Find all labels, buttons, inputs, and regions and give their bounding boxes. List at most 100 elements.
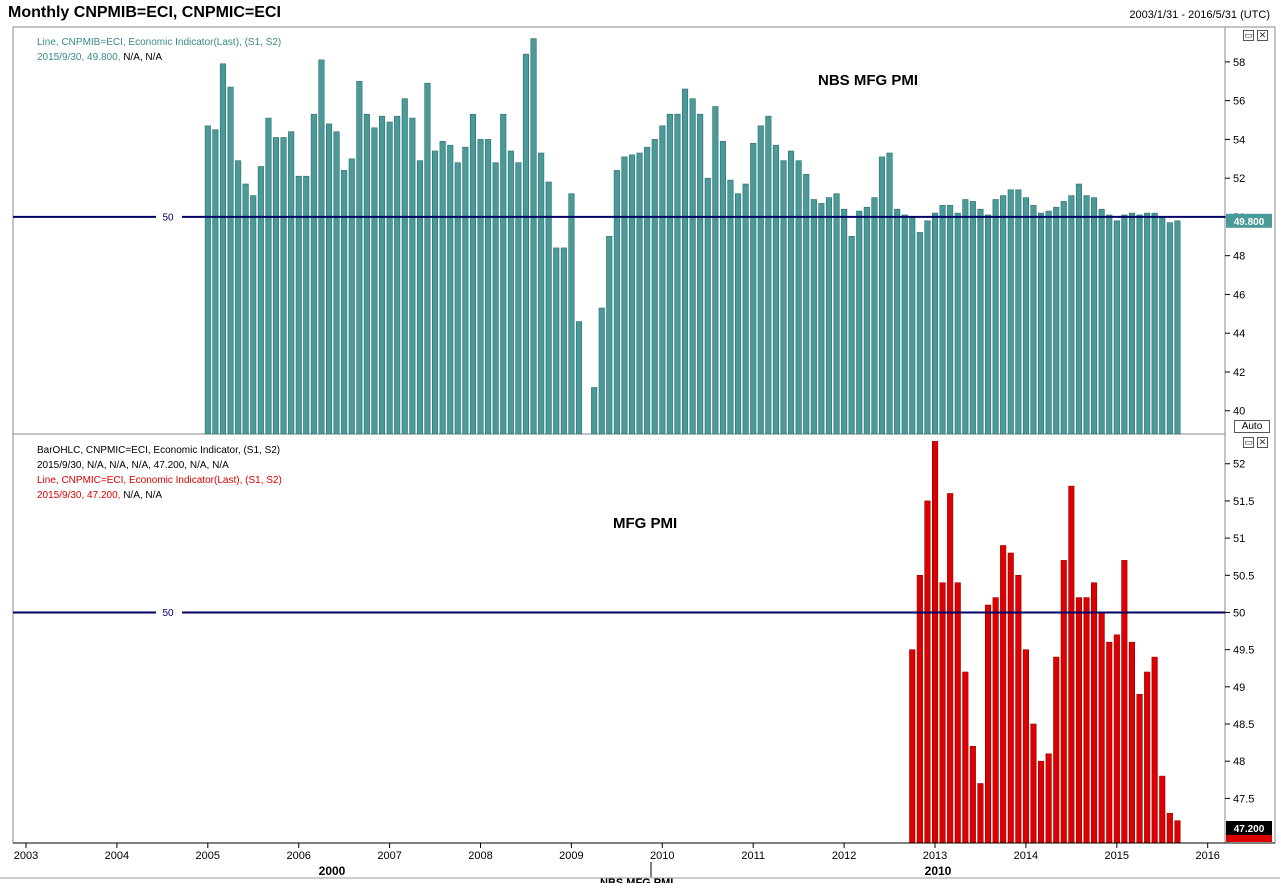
bottom-bar (954, 582, 961, 844)
bottom-legend-na: N/A, N/A (123, 490, 163, 501)
bottom-bar (1113, 634, 1120, 844)
top-bar (250, 195, 257, 435)
bottom-bar (977, 783, 984, 844)
x-tick-label: 2006 (286, 850, 310, 862)
top-bar (863, 206, 870, 435)
x-tick-label: 2011 (741, 850, 765, 862)
bottom-bar (1022, 649, 1030, 844)
top-bar (1144, 212, 1151, 435)
x-tick-label: 2012 (832, 850, 856, 862)
top-bar (689, 98, 696, 435)
top-y-tick-label: 56 (1233, 96, 1245, 108)
top-bar (538, 152, 545, 435)
bottom-bar (1174, 820, 1181, 844)
x-tick-label: 2016 (1195, 850, 1219, 862)
top-bar (901, 214, 908, 435)
top-bar (719, 141, 727, 435)
top-bar (704, 177, 711, 435)
top-bar (1128, 212, 1135, 435)
top-bar (924, 220, 931, 435)
top-bar (227, 86, 234, 435)
top-legend-series: Line, CNPMIB=ECI, Economic Indicator(Las… (37, 37, 282, 48)
top-bar (750, 143, 757, 435)
bottom-y-tick-label: 49 (1233, 682, 1245, 694)
top-bar (325, 123, 333, 435)
top-y-tick-label: 52 (1233, 173, 1245, 185)
bottom-pane-close-button[interactable]: ✕ (1257, 437, 1268, 448)
top-bar (992, 199, 999, 435)
top-bar (787, 150, 795, 435)
top-last-value-badge (1226, 213, 1272, 228)
bottom-bar (1015, 574, 1022, 844)
bottom-cut-label: NBS MFG PMI (600, 877, 674, 883)
bottom-last-value-badge (1226, 821, 1272, 835)
bottom-y-tick-label: 50.5 (1233, 570, 1254, 582)
top-bar (1015, 189, 1022, 435)
bottom-pane-restore-button[interactable]: ▭ (1243, 437, 1254, 448)
auto-scale-button[interactable]: Auto (1234, 420, 1270, 433)
top-bar (598, 307, 605, 435)
top-bar (772, 144, 780, 435)
top-legend: Line, CNPMIB=ECI, Economic Indicator(Las… (37, 35, 281, 65)
top-bar (757, 125, 764, 435)
bottom-bar (962, 671, 969, 844)
top-bar (833, 193, 840, 435)
bottom-bar (1144, 671, 1151, 844)
top-bar (204, 125, 211, 435)
top-bar (318, 59, 325, 435)
x-tick-label: 2005 (196, 850, 220, 862)
bottom-bar (1098, 612, 1105, 844)
bottom-legend-line-values: 2015/9/30, 47.200, N/A, N/A (37, 488, 282, 503)
date-range-label: 2003/1/31 - 2016/5/31 (UTC) (1129, 9, 1270, 21)
top-bar (507, 150, 514, 435)
top-bar (856, 210, 863, 435)
x-decade-label: 2000 (319, 864, 346, 878)
top-bar (674, 113, 681, 435)
top-bar (1091, 197, 1098, 435)
bottom-last-value-text: 47.200 (1234, 824, 1265, 835)
bottom-bar (1075, 597, 1082, 844)
top-bar (727, 179, 734, 435)
top-bar (947, 205, 954, 435)
top-y-tick-label: 40 (1233, 406, 1245, 418)
bottom-bar (1030, 723, 1037, 844)
top-last-value-text: 49.800 (1234, 217, 1265, 228)
top-bar (394, 115, 401, 435)
top-bar (712, 106, 719, 435)
top-bar (765, 115, 772, 435)
top-bar (575, 321, 583, 435)
x-tick-label: 2008 (468, 850, 492, 862)
top-bar (235, 160, 242, 435)
top-bar (848, 236, 855, 435)
bottom-y-tick-label: 51 (1233, 533, 1245, 545)
top-bar (697, 113, 704, 435)
x-decade-label: 2010 (925, 864, 952, 878)
top-bar (469, 113, 477, 435)
top-bar (659, 125, 666, 435)
top-bar (1083, 195, 1090, 435)
x-tick-label: 2010 (650, 850, 674, 862)
top-bar (818, 203, 825, 435)
top-annotation: NBS MFG PMI (818, 72, 918, 89)
top-reference-label: 50 (162, 212, 174, 223)
top-bar (242, 183, 249, 435)
bottom-y-tick-label: 51.5 (1233, 496, 1254, 508)
top-bar (424, 82, 431, 435)
top-pane-restore-button[interactable]: ▭ (1243, 30, 1254, 41)
top-bar (522, 53, 530, 435)
x-tick-label: 2004 (105, 850, 129, 862)
bottom-bar (1045, 753, 1052, 844)
top-bar (303, 175, 310, 435)
top-legend-last-value: 2015/9/30, 49.800, (37, 52, 121, 63)
x-tick-label: 2009 (559, 850, 583, 862)
bottom-y-tick-label: 48.5 (1233, 719, 1254, 731)
top-bar (477, 139, 484, 435)
top-bar (212, 129, 219, 435)
top-bar (1075, 183, 1082, 435)
bottom-bar (1159, 775, 1166, 844)
top-y-tick-label: 54 (1233, 134, 1245, 146)
top-bar (1053, 206, 1060, 435)
top-bar (803, 174, 810, 435)
bottom-bar (947, 493, 954, 844)
top-pane-close-button[interactable]: ✕ (1257, 30, 1268, 41)
